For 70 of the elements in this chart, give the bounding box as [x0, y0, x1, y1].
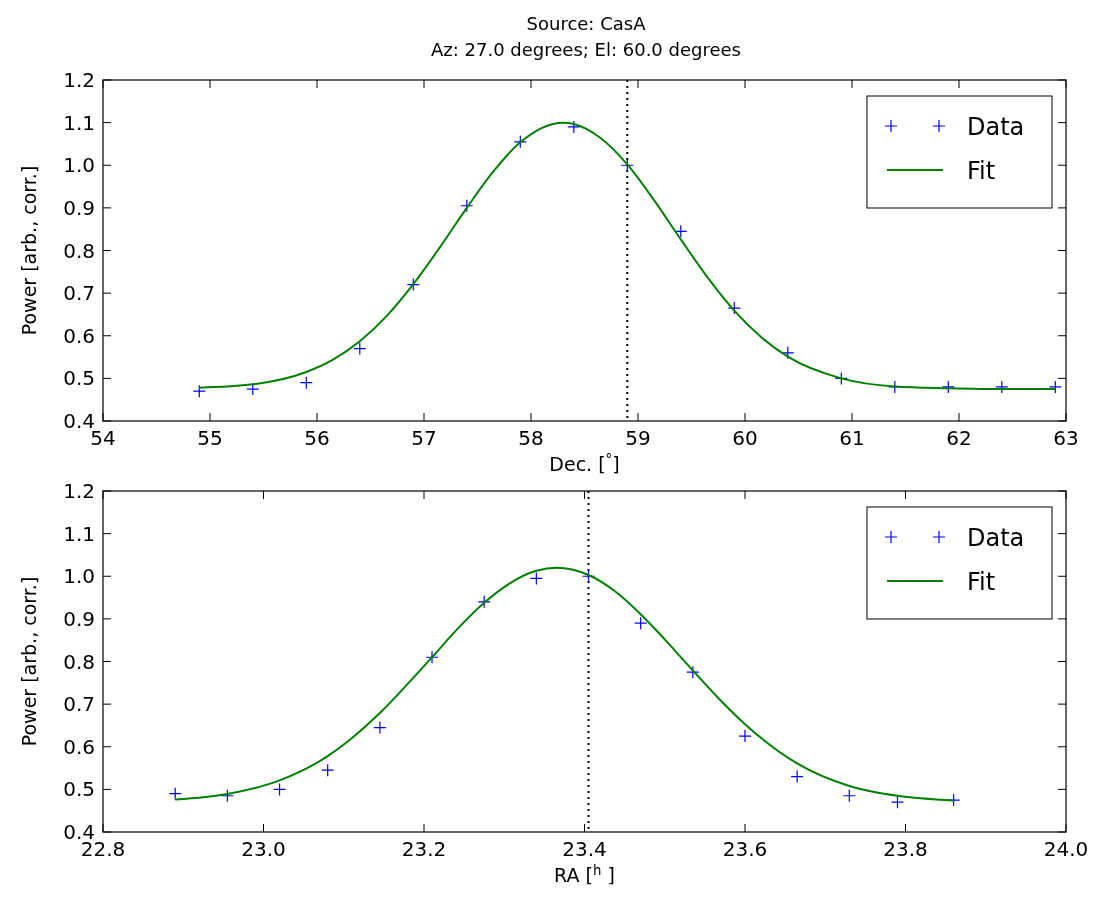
point — [567, 120, 581, 134]
y-tick-label: 0.6 — [63, 323, 95, 348]
y-tick-label: 0.7 — [63, 281, 95, 306]
point — [321, 763, 335, 777]
x-tick-label: 62 — [946, 426, 972, 450]
chart-title: Source: CasA — [526, 13, 647, 34]
y-tick-label: 1.0 — [63, 153, 95, 178]
x-tick-label: 59 — [625, 426, 651, 450]
point — [477, 595, 491, 609]
point — [406, 278, 420, 292]
x-tick-label: 55 — [197, 426, 223, 450]
point — [272, 782, 287, 796]
x-tick-label: 58 — [518, 426, 544, 450]
x-tick-label: 56 — [304, 426, 330, 450]
y-tick-label: 0.9 — [63, 606, 95, 631]
x-tick-label: 23.0 — [241, 837, 286, 861]
y-tick-label: 1.1 — [63, 521, 95, 546]
point — [727, 301, 741, 315]
point — [373, 720, 387, 735]
y-tick-label: 1.2 — [63, 68, 95, 92]
x-tick-label: 61 — [839, 426, 865, 450]
point — [686, 665, 700, 679]
x-tick-label: 63 — [1053, 426, 1079, 450]
y-tick-label: 0.5 — [63, 366, 95, 391]
point — [513, 135, 527, 149]
point — [995, 380, 1009, 394]
point — [738, 729, 752, 743]
y-tick-label: 1.2 — [63, 479, 95, 503]
x-tick-label: 23.8 — [883, 837, 928, 861]
point — [353, 341, 367, 356]
x-axis-title: RA [$^{h}$ ] — [554, 862, 615, 886]
y-tick-label: 0.8 — [63, 649, 95, 674]
x-tick-label: 23.6 — [722, 837, 768, 861]
y-axis-title: Power [arb., corr.] — [18, 576, 40, 747]
y-tick-label: 1.0 — [63, 564, 95, 589]
y-tick-label: 0.6 — [63, 734, 95, 759]
point — [790, 769, 804, 784]
legend-label: Fit — [967, 157, 996, 185]
point — [620, 158, 634, 172]
point — [781, 346, 795, 360]
y-axis-title: Power [arb., corr.] — [18, 165, 40, 336]
legend-label: Fit — [967, 568, 996, 596]
x-axis-title: Dec. [$^{°}$] — [549, 451, 620, 475]
point — [168, 787, 182, 801]
x-tick-label: 24.0 — [1043, 837, 1089, 861]
y-tick-label: 0.9 — [63, 195, 95, 220]
point — [941, 380, 955, 394]
point — [634, 616, 648, 630]
line-series — [174, 566, 955, 802]
point — [834, 371, 848, 385]
y-tick-label: 0.5 — [63, 777, 95, 802]
y-tick-label: 0.7 — [63, 692, 95, 717]
point — [890, 795, 905, 809]
point — [1048, 380, 1062, 394]
point — [460, 199, 474, 213]
point — [529, 571, 543, 585]
legend-label: Data — [967, 524, 1025, 552]
x-tick-label: 23.4 — [562, 837, 607, 861]
chart-subtitle: Az: 27.0 degrees; El: 60.0 degrees — [430, 39, 742, 60]
point — [842, 789, 856, 803]
x-tick-label: 57 — [411, 426, 437, 450]
point — [246, 382, 260, 396]
point — [425, 650, 439, 664]
y-tick-label: 1.1 — [63, 110, 95, 135]
x-tick-label: 23.2 — [401, 837, 447, 861]
point — [192, 384, 206, 398]
point — [299, 376, 313, 390]
legend-label: Data — [967, 113, 1025, 141]
x-tick-label: 60 — [732, 426, 758, 450]
y-tick-label: 0.8 — [63, 238, 95, 263]
